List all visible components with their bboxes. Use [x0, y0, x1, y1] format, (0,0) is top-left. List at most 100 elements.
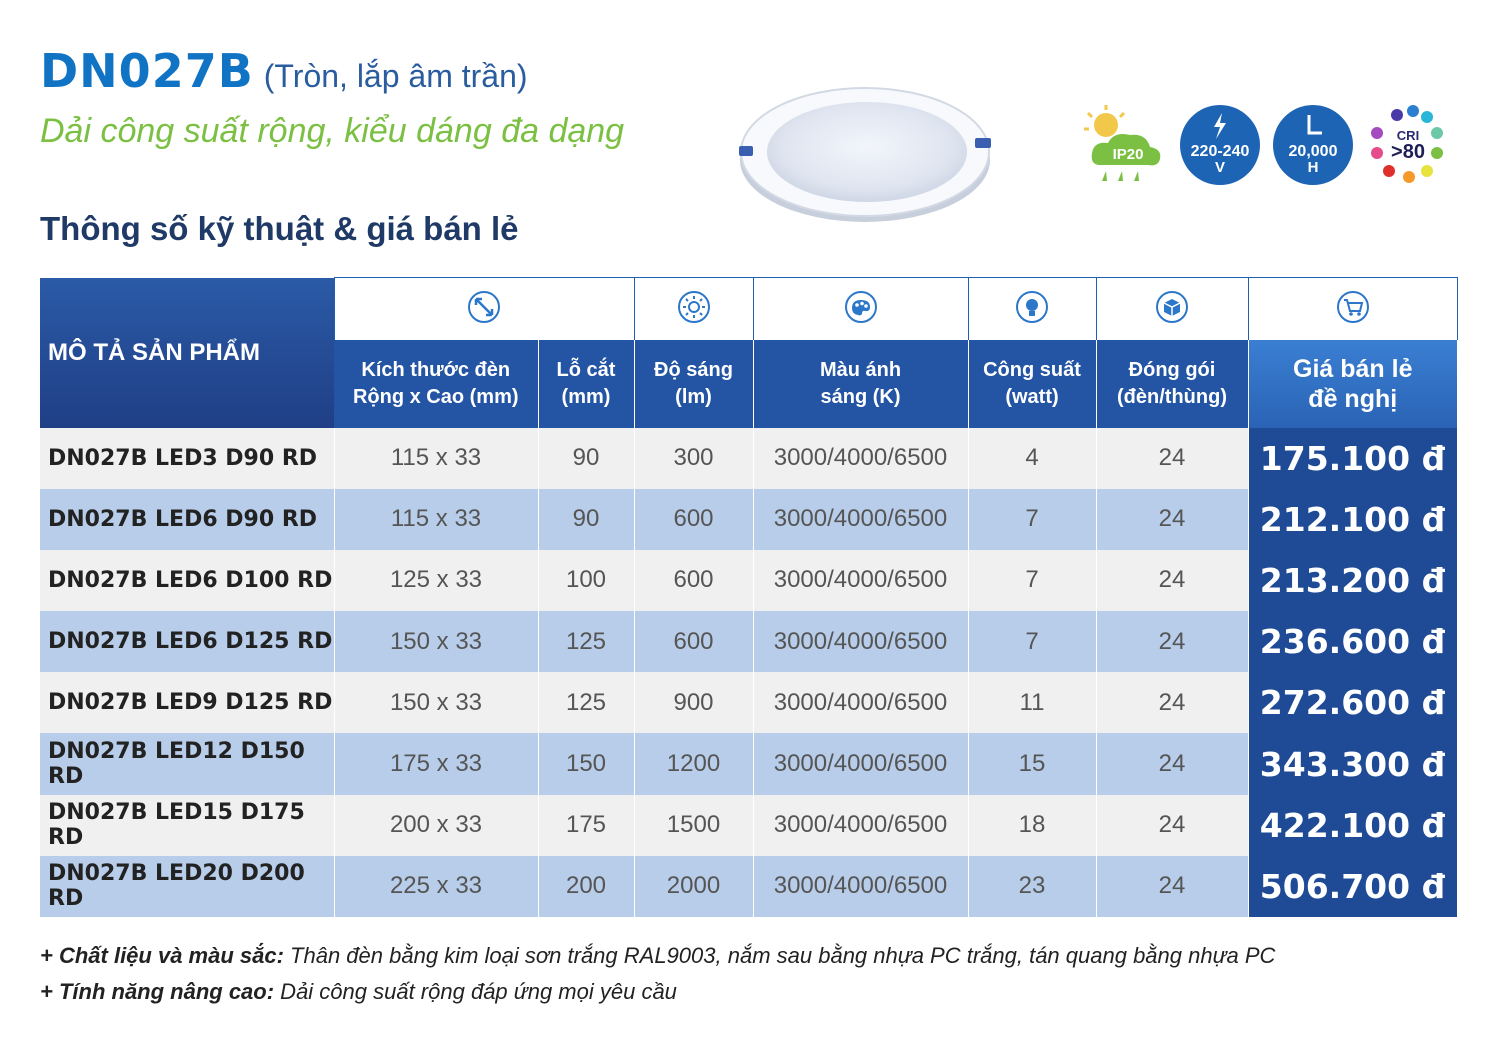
cutout-value: 125 — [538, 672, 635, 734]
table-row: DN027B LED9 D125 RD 150 x 33 125 900 300… — [40, 672, 1458, 734]
watt-value: 23 — [968, 855, 1097, 917]
pack-value: 24 — [1096, 488, 1249, 550]
product-notes: + Chất liệu và màu sắc: Thân đèn bằng ki… — [40, 938, 1275, 1010]
pack-value: 24 — [1096, 549, 1249, 612]
watt-value: 15 — [968, 733, 1097, 795]
model-code: DN027B — [40, 44, 254, 98]
price-value: 343.300 đ — [1248, 733, 1458, 795]
product-name: DN027B LED6 D100 RD — [40, 549, 335, 612]
ip20-weather-icon — [1084, 105, 1161, 181]
size-value: 125 x 33 — [334, 549, 539, 612]
pack-value: 24 — [1096, 672, 1249, 734]
palette-icon — [844, 290, 877, 323]
col-header-lumen: Độ sáng (lm) — [634, 339, 754, 428]
resize-arrow-icon — [468, 290, 500, 323]
product-name: DN027B LED9 D125 RD — [40, 672, 335, 734]
box-icon — [1156, 290, 1188, 323]
cri-label: CRI — [1396, 128, 1420, 143]
col-header-watt: Công suất (watt) — [968, 339, 1097, 428]
voltage-value: 220-240 — [1190, 143, 1250, 160]
product-name: DN027B LED15 D175 RD — [40, 794, 335, 856]
watt-value: 18 — [968, 794, 1097, 856]
watt-value: 4 — [968, 427, 1097, 489]
lumen-value: 600 — [634, 611, 754, 673]
size-value: 150 x 33 — [334, 672, 539, 734]
cri-color-dots-icon — [1371, 105, 1443, 183]
table-row: DN027B LED20 D200 RD 225 x 33 200 2000 3… — [40, 855, 1458, 917]
feature-badges: IP20 220-240 V 20,000 H CRI >80 — [1080, 103, 1460, 193]
watt-value: 7 — [968, 611, 1097, 673]
cutout-value: 125 — [538, 611, 635, 673]
cct-value: 3000/4000/6500 — [753, 611, 969, 673]
size-value: 200 x 33 — [334, 794, 539, 856]
price-value: 422.100 đ — [1248, 794, 1458, 856]
table-row: DN027B LED12 D150 RD 175 x 33 150 1200 3… — [40, 733, 1458, 795]
size-value: 225 x 33 — [334, 855, 539, 917]
lumen-value: 600 — [634, 549, 754, 612]
lumen-icon-cell — [633, 277, 754, 340]
pack-value: 24 — [1096, 427, 1249, 489]
size-value: 175 x 33 — [334, 733, 539, 795]
col-header-cct: Màu ánh sáng (K) — [753, 339, 969, 428]
product-name: DN027B LED12 D150 RD — [40, 733, 335, 795]
cct-icon-cell — [752, 277, 969, 340]
price-value: 272.600 đ — [1248, 672, 1458, 734]
price-value: 212.100 đ — [1248, 488, 1458, 550]
spec-price-table: MÔ TẢ SẢN PHẨM Kích thước đèn Rộng x Cao … — [40, 277, 1458, 917]
lumen-value: 1500 — [634, 794, 754, 856]
product-name: DN027B LED3 D90 RD — [40, 427, 335, 489]
lumen-value: 2000 — [634, 855, 754, 917]
lumen-value: 1200 — [634, 733, 754, 795]
table-row: DN027B LED15 D175 RD 200 x 33 175 1500 3… — [40, 794, 1458, 856]
sun-icon — [677, 290, 710, 323]
table-row: DN027B LED6 D100 RD 125 x 33 100 600 300… — [40, 549, 1458, 612]
pack-value: 24 — [1096, 855, 1249, 917]
cutout-value: 100 — [538, 549, 635, 612]
product-name: DN027B LED6 D125 RD — [40, 611, 335, 673]
note-material: + Chất liệu và màu sắc: Thân đèn bằng ki… — [40, 943, 1276, 968]
pack-value: 24 — [1096, 733, 1249, 795]
lumen-value: 600 — [634, 488, 754, 550]
price-value: 213.200 đ — [1248, 549, 1458, 612]
voltage-badge: 220-240 V — [1180, 105, 1260, 185]
col-header-pack: Đóng gói (đèn/thùng) — [1096, 339, 1249, 428]
cct-value: 3000/4000/6500 — [753, 794, 969, 856]
price-value: 236.600 đ — [1248, 611, 1458, 673]
note-feature: + Tính năng nâng cao: Dải công suất rộng… — [40, 979, 677, 1004]
description-header: MÔ TẢ SẢN PHẨM — [40, 277, 334, 428]
price-value: 506.700 đ — [1248, 855, 1458, 917]
pack-value: 24 — [1096, 794, 1249, 856]
product-title: DN027B (Tròn, lắp âm trần) — [40, 44, 528, 98]
downlight-product-image — [739, 87, 991, 222]
table-row: DN027B LED6 D90 RD 115 x 33 90 600 3000/… — [40, 488, 1458, 550]
table-row: DN027B LED6 D125 RD 150 x 33 125 600 300… — [40, 611, 1458, 673]
cutout-value: 90 — [538, 427, 635, 489]
watt-icon-cell — [967, 277, 1097, 340]
section-title: Thông số kỹ thuật & giá bán lẻ — [40, 210, 519, 247]
model-subtitle: (Tròn, lắp âm trần) — [263, 58, 528, 94]
lifetime-unit: H — [1307, 159, 1319, 176]
cct-value: 3000/4000/6500 — [753, 733, 969, 795]
price-icon-cell — [1247, 277, 1458, 340]
cutout-value: 90 — [538, 488, 635, 550]
cutout-value: 175 — [538, 794, 635, 856]
size-value: 150 x 33 — [334, 611, 539, 673]
voltage-unit: V — [1214, 159, 1225, 176]
size-value: 115 x 33 — [334, 427, 539, 489]
cri-value: >80 — [1391, 141, 1425, 163]
size-icon-cell — [333, 277, 635, 340]
tagline: Dải công suất rộng, kiểu dáng đa dạng — [40, 112, 625, 150]
ip20-label: IP20 — [1112, 146, 1144, 163]
watt-value: 11 — [968, 672, 1097, 734]
cart-icon — [1336, 290, 1369, 323]
price-value: 175.100 đ — [1248, 427, 1458, 489]
cct-value: 3000/4000/6500 — [753, 672, 969, 734]
product-name: DN027B LED6 D90 RD — [40, 488, 335, 550]
cutout-value: 150 — [538, 733, 635, 795]
col-header-size: Kích thước đèn Rộng x Cao (mm) — [334, 339, 539, 428]
cutout-value: 200 — [538, 855, 635, 917]
cct-value: 3000/4000/6500 — [753, 488, 969, 550]
bulb-icon — [1016, 290, 1048, 323]
watt-value: 7 — [968, 549, 1097, 612]
col-header-price: Giá bán lẻ đề nghị — [1248, 339, 1457, 428]
